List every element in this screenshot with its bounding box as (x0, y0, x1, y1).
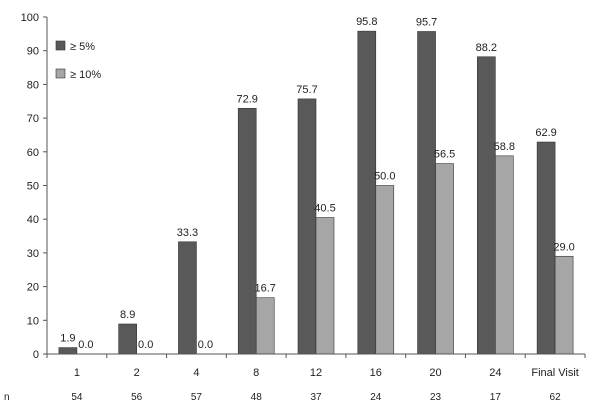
n-value: 62 (550, 392, 562, 403)
data-label: 50.0 (374, 171, 395, 183)
y-tick-label: 50 (27, 181, 39, 193)
y-tick-label: 60 (27, 147, 39, 159)
x-category-label: 24 (489, 367, 501, 379)
data-label: 33.3 (177, 227, 198, 239)
bar-series-1 (118, 323, 137, 355)
legend-label: ≥ 5% (70, 41, 95, 53)
x-category-label: Final Visit (531, 367, 578, 379)
n-value: 56 (131, 392, 143, 403)
y-tick-label: 10 (27, 315, 39, 327)
data-label: 16.7 (255, 283, 276, 295)
legend-swatch (55, 40, 66, 51)
x-category-label: 12 (310, 367, 322, 379)
n-value: 54 (71, 392, 83, 403)
bar-series-2 (495, 155, 514, 355)
x-category-label: 2 (134, 367, 140, 379)
bars (58, 30, 574, 355)
data-label: 0.0 (78, 339, 93, 351)
n-value: 23 (430, 392, 442, 403)
data-label: 62.9 (535, 127, 556, 139)
bar-series-1 (237, 108, 257, 355)
bar-series-2 (315, 217, 335, 355)
x-axis: 1 2 4 8 12 16 20 24 Final Visit (46, 353, 586, 379)
data-label: 58.8 (494, 141, 515, 153)
data-label: 56.5 (434, 149, 455, 161)
data-label: 88.2 (476, 42, 497, 54)
x-category-label: 1 (74, 367, 80, 379)
x-category-label: 16 (370, 367, 382, 379)
y-tick-label: 90 (27, 46, 39, 58)
n-value: 24 (370, 392, 382, 403)
bar-series-2 (435, 163, 454, 355)
legend-swatch (55, 68, 66, 79)
x-category-label: 20 (429, 367, 441, 379)
bar-series-2 (375, 185, 395, 355)
legend: ≥ 5% ≥ 10% (55, 40, 101, 81)
n-row: n 54 56 57 48 37 24 23 17 62 (4, 392, 561, 403)
x-category-label: 8 (253, 367, 259, 379)
data-label: 1.9 (60, 333, 75, 345)
y-tick-label: 40 (27, 214, 39, 226)
y-tick-label: 100 (21, 12, 39, 24)
y-axis: 0 10 20 30 40 50 60 70 80 90 100 (21, 12, 48, 361)
data-label: 75.7 (296, 84, 317, 96)
bar-series-1 (357, 30, 377, 355)
data-label: 95.7 (416, 16, 437, 28)
bar-series-1 (58, 347, 78, 355)
y-tick-label: 30 (27, 248, 39, 260)
n-row-label: n (4, 392, 10, 403)
data-label: 95.8 (356, 16, 377, 28)
data-label: 0.0 (198, 339, 213, 351)
bar-series-1 (178, 241, 197, 355)
x-category-label: 4 (193, 367, 199, 379)
bar-series-1 (417, 31, 436, 355)
n-value: 37 (310, 392, 322, 403)
y-tick-label: 80 (27, 79, 39, 91)
data-label: 72.9 (237, 93, 258, 105)
bar-series-2 (554, 255, 574, 355)
y-tick-label: 0 (33, 349, 39, 361)
n-value: 57 (191, 392, 203, 403)
data-label: 29.0 (553, 241, 574, 253)
bar-series-2 (255, 297, 275, 355)
n-value: 48 (251, 392, 263, 403)
data-label: 8.9 (120, 309, 135, 321)
data-labels: 1.90.08.90.033.30.072.916.775.740.595.85… (60, 16, 575, 351)
y-tick-label: 70 (27, 113, 39, 125)
bar-series-1 (297, 98, 317, 355)
bar-series-1 (477, 56, 496, 355)
legend-label: ≥ 10% (70, 69, 101, 81)
n-value: 17 (490, 392, 502, 403)
data-label: 0.0 (138, 339, 153, 351)
data-label: 40.5 (314, 203, 335, 215)
y-tick-label: 20 (27, 282, 39, 294)
